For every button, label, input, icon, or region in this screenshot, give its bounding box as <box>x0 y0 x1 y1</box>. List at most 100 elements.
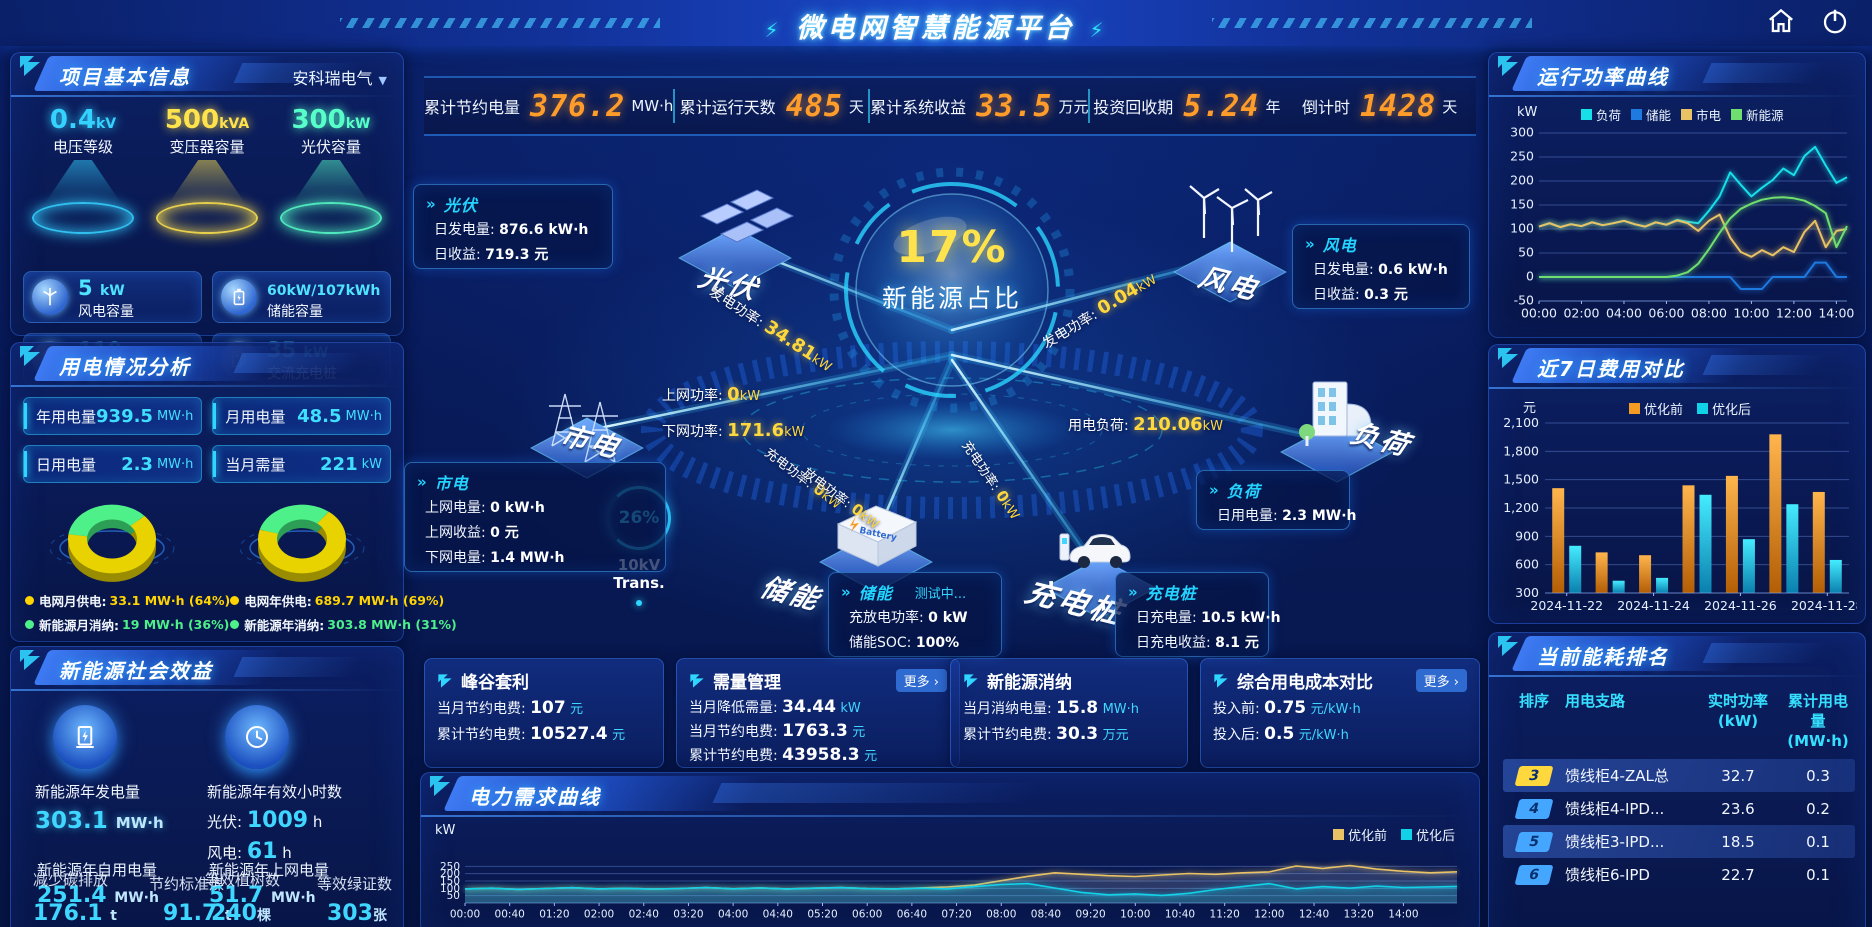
col-power: 实时功率 (kW) <box>1707 692 1768 730</box>
svg-text:10:00: 10:00 <box>1120 909 1150 921</box>
usage-chips: 年用电量 939.5 MW·h 月用电量 48.5 MW·h 日用电量 2.3 … <box>23 397 391 483</box>
legend-swatch <box>1332 829 1344 840</box>
chip-value: 939.5 <box>96 405 153 427</box>
panel-project-header: 项目基本信息 安科瑞电气 ▼ <box>11 53 403 97</box>
svg-text:14:00: 14:00 <box>1818 306 1854 321</box>
card-title: 新能源消纳 <box>987 673 1072 693</box>
table-row[interactable]: 4 馈线柜4-IPD... 23.6 0.2 <box>1503 792 1855 825</box>
y-axis-unit: 元 <box>1523 401 1537 416</box>
tree-unit: 棵 <box>256 908 271 924</box>
panel-usage-analysis: 用电情况分析 年用电量 939.5 MW·h 月用电量 48.5 MW·h 日用… <box>10 342 457 642</box>
card-corner-icon <box>690 673 704 688</box>
svg-text:1,200: 1,200 <box>1503 500 1539 515</box>
renewable-share-value: 17% <box>896 222 1008 273</box>
grid-pylons-icon <box>549 393 618 463</box>
table-row[interactable]: 6 馈线柜6-IPD 22.7 0.1 <box>1503 858 1855 891</box>
infobox-storage: » 储能 测试中... 充放电功率: 0 kW 储能SOC: 100% <box>828 572 1002 657</box>
svg-text:02:00: 02:00 <box>584 909 614 921</box>
app-header: ⚡ 微电网智慧能源平台 ⚡ <box>0 0 1872 46</box>
light-pad-decor <box>156 202 258 234</box>
infobox-title: 充电桩 <box>1145 584 1197 603</box>
cone-value: 300 <box>291 105 346 135</box>
panel-corner-icon <box>1496 54 1520 82</box>
infobox-title: 市电 <box>434 474 469 493</box>
infobox-row: 日收益: 0.3 元 <box>1313 287 1408 303</box>
light-pad-decor <box>32 202 134 234</box>
usage-chip: 日用电量 2.3 MW·h <box>23 445 203 483</box>
svg-text:02:00: 02:00 <box>1563 306 1599 321</box>
svg-text:02:40: 02:40 <box>629 909 659 921</box>
panel-title: 用电情况分析 <box>59 355 191 379</box>
svg-text:200: 200 <box>1510 173 1534 188</box>
svg-text:08:00: 08:00 <box>986 909 1016 921</box>
card-cost-compare: 综合用电成本对比 更多 › 投入前: 0.75 元/kW·h 投入后: 0.5 元… <box>1200 658 1480 768</box>
ranking-table-header: 排序 用电支路 实时功率 (kW) 累计用电量 (MW·h) <box>1503 691 1855 751</box>
svg-text:2024-11-28: 2024-11-28 <box>1791 598 1857 613</box>
svg-text:300: 300 <box>1510 125 1534 140</box>
svg-text:00:40: 00:40 <box>495 909 525 921</box>
table-row[interactable]: 5 馈线柜3-IPD... 18.5 0.1 <box>1503 825 1855 858</box>
infobox-wind: » 风电 日发电量: 0.6 kW·h 日收益: 0.3 元 <box>1292 224 1470 309</box>
realtime-power: 23.6 <box>1721 799 1755 818</box>
svg-text:09:20: 09:20 <box>1075 909 1105 921</box>
legend-item: 市电 <box>1681 105 1721 124</box>
panel-demand-header: 电力需求曲线 <box>421 773 1479 817</box>
infobox-pv: » 光伏 日发电量: 876.6 kW·h 日收益: 719.3 元 <box>413 184 613 269</box>
panel-title: 新能源社会效益 <box>59 659 213 683</box>
col-energy: 累计用电量 (MW·h) <box>1787 692 1849 750</box>
feed-in-label: 新能源年上网电量 <box>209 861 330 879</box>
infobox-title: 光伏 <box>443 196 478 215</box>
home-icon[interactable] <box>1766 6 1796 36</box>
legend-dot <box>25 596 34 605</box>
cert-unit: 张 <box>372 908 387 924</box>
panel-social-benefit: 新能源社会效益 新能源年发电量 303.1 MW·h 新能源年有效小时数 光伏:… <box>10 646 404 927</box>
card-peak-valley: 峰谷套利 当月节约电费: 107 元 累计节约电费: 10527.4 元 <box>424 658 664 768</box>
self-use-label: 新能源年自用电量 <box>37 861 158 879</box>
svg-text:01:20: 01:20 <box>539 909 569 921</box>
panel-usage-header: 用电情况分析 <box>11 343 403 387</box>
panel-7day-cost: 近7日费用对比 元 优化前 优化后 2,100 1,800 1,500 1,200 900… <box>1488 344 1866 624</box>
more-button[interactable]: 更多 › <box>895 669 947 692</box>
infobox-row: 日充电收益: 8.1 元 <box>1136 635 1259 651</box>
card-title: 需量管理 <box>713 673 781 693</box>
chip-label: 当月需量 <box>225 455 286 474</box>
flow-feed-in-power: 上网功率: 0kW <box>662 384 761 405</box>
ranking-table-body: 3 馈线柜4-ZAL总 32.7 0.3 4 馈线柜4-IPD... 23.6 … <box>1503 759 1855 891</box>
cone-unit: kV <box>95 116 117 132</box>
company-selector[interactable]: 安科瑞电气 ▼ <box>292 69 387 88</box>
svg-text:12:00: 12:00 <box>1776 306 1812 321</box>
realtime-power: 18.5 <box>1721 832 1755 851</box>
wind-hours-unit: h <box>282 844 292 862</box>
storage-status-note: 测试中... <box>914 586 967 602</box>
legend-dot <box>230 596 240 605</box>
more-button[interactable]: 更多 › <box>1415 669 1467 692</box>
rank-badge: 3 <box>1514 765 1554 786</box>
cone-label: 电压等级 <box>52 138 113 156</box>
svg-text:00:00: 00:00 <box>1521 306 1557 321</box>
card-corner-icon <box>1214 673 1228 688</box>
legend-value: 689.7 MW·h (69%) <box>314 593 445 608</box>
wind-hours-label: 风电: <box>207 844 243 862</box>
infobox-title: 储能 <box>858 584 893 603</box>
capacity-cone: 500kVA 变压器容量 <box>148 105 266 265</box>
card-title: 峰谷套利 <box>461 673 529 693</box>
panel-corner-icon <box>428 774 452 802</box>
legend-item: 优化后 <box>1697 399 1751 418</box>
table-row[interactable]: 3 馈线柜4-ZAL总 32.7 0.3 <box>1503 759 1855 792</box>
kpi-countdown: 倒计时 1428 天 <box>1301 88 1458 124</box>
legend-swatch <box>1731 109 1743 120</box>
legend-value: 303.8 MW·h (31%) <box>327 617 457 632</box>
svg-text:08:40: 08:40 <box>1031 909 1061 921</box>
kpi-run-days: 累计运行天数 485 天 <box>673 89 868 124</box>
svg-text:10:40: 10:40 <box>1165 909 1195 921</box>
donut-legend: 电网月供电: 33.1 MW·h (64%) 电网年供电: 689.7 MW·h… <box>25 591 457 634</box>
kpi-system-income: 累计系统收益 33.5 万元 <box>868 88 1089 124</box>
svg-text:06:00: 06:00 <box>1648 306 1684 321</box>
legend-label: 新能源月消纳: <box>39 618 119 633</box>
svg-text:2024-11-22: 2024-11-22 <box>1530 598 1603 613</box>
power-icon[interactable] <box>1820 6 1850 36</box>
accumulated-energy: 0.1 <box>1806 832 1830 851</box>
cone-unit: kW <box>345 116 371 132</box>
usage-chip: 月用电量 48.5 MW·h <box>212 397 391 435</box>
